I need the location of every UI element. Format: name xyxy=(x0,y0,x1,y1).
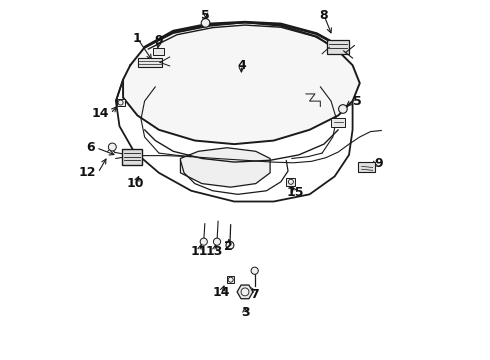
Text: 4: 4 xyxy=(237,59,246,72)
Circle shape xyxy=(201,19,210,27)
Bar xyxy=(227,276,234,283)
Text: 14: 14 xyxy=(213,287,230,300)
Circle shape xyxy=(289,179,294,184)
Circle shape xyxy=(118,100,123,105)
Bar xyxy=(327,40,349,54)
Text: 9: 9 xyxy=(374,157,383,170)
Text: 10: 10 xyxy=(127,177,145,190)
Circle shape xyxy=(108,143,116,151)
Text: 11: 11 xyxy=(191,245,208,258)
Text: 13: 13 xyxy=(206,245,223,258)
Polygon shape xyxy=(123,22,360,144)
Bar xyxy=(287,178,295,186)
Circle shape xyxy=(228,277,233,282)
Text: 6: 6 xyxy=(86,141,95,154)
Text: 15: 15 xyxy=(287,186,304,199)
Circle shape xyxy=(200,238,207,245)
Text: 5: 5 xyxy=(201,9,210,22)
Circle shape xyxy=(251,267,258,274)
Bar xyxy=(117,99,124,106)
Bar xyxy=(153,48,164,55)
Text: 2: 2 xyxy=(224,240,233,253)
Text: 3: 3 xyxy=(241,306,249,319)
Circle shape xyxy=(339,105,347,113)
Text: 8: 8 xyxy=(319,9,328,22)
Circle shape xyxy=(214,238,220,245)
Circle shape xyxy=(241,288,249,296)
Text: 9: 9 xyxy=(155,34,163,48)
Bar xyxy=(122,149,142,165)
Polygon shape xyxy=(237,285,253,299)
Polygon shape xyxy=(180,148,270,187)
Bar xyxy=(358,162,375,172)
Text: 7: 7 xyxy=(250,288,259,301)
Text: 14: 14 xyxy=(91,107,109,120)
Bar xyxy=(331,118,345,127)
Text: 5: 5 xyxy=(353,95,361,108)
Text: 12: 12 xyxy=(79,166,96,179)
Bar xyxy=(138,58,162,67)
Text: 1: 1 xyxy=(133,32,142,45)
Circle shape xyxy=(226,241,234,249)
